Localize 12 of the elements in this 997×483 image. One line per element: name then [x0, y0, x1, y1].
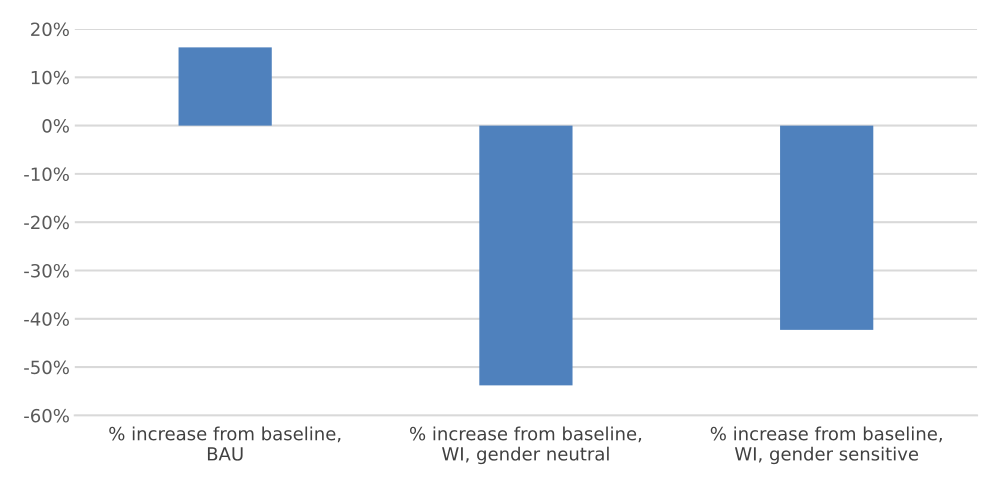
- y-tick-label: -30%: [24, 264, 69, 278]
- y-tick-label: -50%: [24, 360, 69, 374]
- x-tick-label: % increase from baseline, WI, gender sensitive: [710, 426, 942, 464]
- y-tick-label: -10%: [24, 167, 69, 181]
- y-tick-label: -60%: [24, 408, 69, 422]
- y-tick-label: 0%: [42, 119, 69, 133]
- y-tick-label: -20%: [24, 216, 69, 230]
- y-tick-label: 10%: [32, 70, 69, 84]
- x-tick-label: % increase from baseline, WI, gender neutral: [410, 426, 642, 464]
- x-tick-label: % increase from baseline, BAU: [109, 426, 340, 461]
- y-tick-label: 20%: [31, 22, 69, 36]
- y-tick-label: -40%: [24, 312, 69, 326]
